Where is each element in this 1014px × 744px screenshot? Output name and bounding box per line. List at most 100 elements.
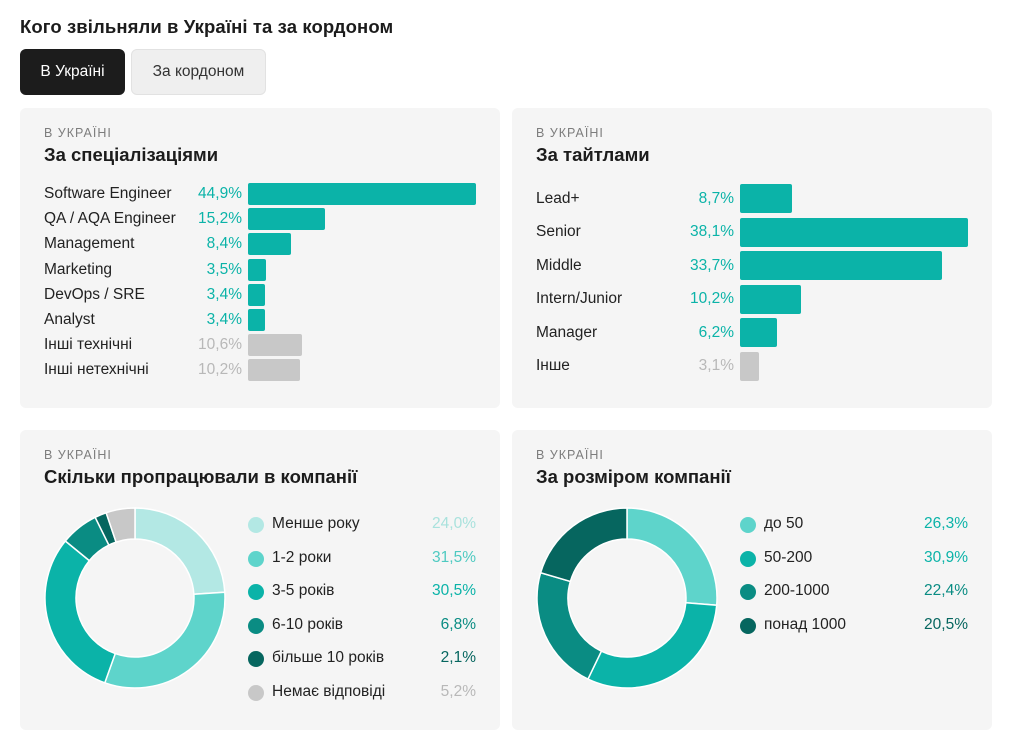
- legend-value: 20,5%: [924, 615, 968, 633]
- bar-label: Intern/Junior: [536, 290, 623, 307]
- bar-label: Middle: [536, 256, 582, 274]
- bar-value-label: 10,2%: [198, 361, 242, 379]
- legend-value: 30,9%: [924, 548, 968, 566]
- chart-card-titles: В УКРАЇНІ За тайтлами Lead+ 8,7% Senior 38,…: [512, 108, 992, 408]
- legend-label: понад 1000: [764, 615, 847, 633]
- tab-ukraine[interactable]: В Україні: [20, 49, 125, 95]
- bar-label: Management: [44, 235, 135, 253]
- bar-label: Manager: [536, 323, 598, 341]
- legend-value: 5,2%: [440, 683, 476, 700]
- legend-item-200-1000: 200-1000 22,4%: [512, 582, 992, 602]
- legend-item-менше-року: Менше року 24,0%: [20, 515, 500, 535]
- donut-chart: [536, 507, 718, 689]
- legend-value: 6,8%: [440, 615, 476, 633]
- bar-value-label: 3,4%: [206, 285, 242, 303]
- legend-label: 3-5 років: [272, 582, 335, 600]
- bar-value-label: 44,9%: [198, 185, 242, 202]
- chart-card-company-size: В УКРАЇНІ За розміром компанії до 50 26,3…: [512, 430, 992, 730]
- bar-label: Marketing: [44, 260, 113, 278]
- donut-slice-немає-відповіді: [105, 507, 136, 544]
- legend-label: Менше року: [272, 515, 360, 532]
- legend-item-більше-10-років: більше 10 років 2,1%: [20, 649, 500, 669]
- donut-slice-50-200: [586, 601, 718, 689]
- bar-label: Інше: [536, 357, 570, 374]
- legend-value: 22,4%: [924, 582, 968, 600]
- legend-label: 200-1000: [764, 582, 830, 600]
- bar: [740, 184, 792, 213]
- bar-row-manager: Manager 6,2%: [512, 318, 992, 347]
- legend-label: 6-10 років: [272, 615, 344, 633]
- bar: [248, 359, 300, 382]
- donut-slice-1-2-роки: [103, 591, 226, 689]
- card-title: За розміром компанії: [536, 466, 731, 487]
- bar-row-middle: Middle 33,7%: [512, 251, 992, 280]
- bar-label: Senior: [536, 223, 581, 240]
- legend-value: 24,0%: [432, 515, 476, 532]
- bar-row-qa-aqa-engineer: QA / AQA Engineer 15,2%: [20, 208, 500, 231]
- bar-value-label: 3,4%: [206, 311, 242, 328]
- legend-item-понад-1000: понад 1000 20,5%: [512, 616, 992, 636]
- bar-value-label: 3,1%: [698, 357, 734, 374]
- bar: [248, 258, 266, 281]
- bar-value-label: 10,2%: [690, 290, 734, 307]
- donut-slice-понад-1000: [539, 507, 628, 583]
- card-title: За тайтлами: [536, 144, 650, 165]
- bar-row-інше: Інше 3,1%: [512, 351, 992, 381]
- card-title: Скільки пропрацювали в компанії: [44, 466, 358, 487]
- card-kicker: В УКРАЇНІ: [536, 448, 604, 462]
- chart-card-tenure: В УКРАЇНІ Скільки пропрацювали в компані…: [20, 430, 500, 730]
- legend-value: 30,5%: [432, 582, 476, 600]
- bar-value-label: 10,6%: [198, 336, 242, 354]
- bar-value-label: 15,2%: [198, 210, 242, 228]
- legend-item-1-2-роки: 1-2 роки 31,5%: [20, 549, 500, 569]
- bar-value-label: 6,2%: [698, 323, 734, 341]
- card-kicker: В УКРАЇНІ: [44, 126, 112, 140]
- card-kicker: В УКРАЇНІ: [536, 126, 604, 140]
- bar-row-marketing: Marketing 3,5%: [20, 258, 500, 281]
- legend-label: 50-200: [764, 548, 813, 566]
- tab-abroad[interactable]: За кордоном: [131, 49, 266, 95]
- legend-item-6-10-років: 6-10 років 6,8%: [20, 616, 500, 636]
- bar-row-analyst: Analyst 3,4%: [20, 309, 500, 331]
- bar: [248, 309, 265, 331]
- bar: [740, 351, 759, 381]
- legend-value: 31,5%: [432, 548, 476, 566]
- bar-value-label: 38,1%: [690, 223, 734, 240]
- bar-label: DevOps / SRE: [44, 285, 145, 303]
- legend-swatch: [740, 550, 756, 567]
- bar-label: Analyst: [44, 311, 95, 328]
- bar-row-lead: Lead+ 8,7%: [512, 184, 992, 213]
- legend-swatch: [248, 550, 264, 567]
- legend-swatch: [248, 517, 264, 533]
- legend-swatch: [248, 617, 264, 634]
- legend-label: Немає відповіді: [272, 683, 386, 700]
- legend-label: до 50: [764, 515, 804, 532]
- chart-card-specializations: В УКРАЇНІ За спеціалізаціями Software En…: [20, 108, 500, 408]
- bar: [740, 284, 801, 314]
- legend-value: 26,3%: [924, 515, 968, 532]
- bar-label: Software Engineer: [44, 185, 172, 202]
- legend-swatch: [248, 685, 264, 701]
- bar-row-інші-нетехнічні: Інші нетехнічні 10,2%: [20, 359, 500, 382]
- bar-value-label: 33,7%: [690, 256, 734, 274]
- bar-label: Інші нетехнічні: [44, 361, 149, 379]
- bar-row-інші-технічні: Інші технічні 10,6%: [20, 334, 500, 357]
- legend-label: 1-2 роки: [272, 548, 332, 566]
- legend-swatch: [740, 584, 756, 601]
- legend-item-немає-відповіді: Немає відповіді 5,2%: [20, 683, 500, 703]
- legend-value: 2,1%: [440, 649, 476, 667]
- donut-chart: [44, 507, 226, 689]
- bar-row-management: Management 8,4%: [20, 233, 500, 256]
- bar-row-senior: Senior 38,1%: [512, 217, 992, 247]
- bar-value-label: 8,4%: [206, 235, 242, 253]
- bar-value-label: 8,7%: [698, 189, 734, 207]
- bar-row-intern-junior: Intern/Junior 10,2%: [512, 284, 992, 314]
- legend-item-50-200: 50-200 30,9%: [512, 549, 992, 569]
- legend-swatch: [740, 517, 756, 533]
- bar-label: Lead+: [536, 189, 580, 207]
- bar: [740, 318, 777, 347]
- bar: [248, 334, 302, 357]
- bar-label: QA / AQA Engineer: [44, 210, 176, 228]
- bar-row-devops-sre: DevOps / SRE 3,4%: [20, 283, 500, 306]
- bar-label: Інші технічні: [44, 336, 133, 354]
